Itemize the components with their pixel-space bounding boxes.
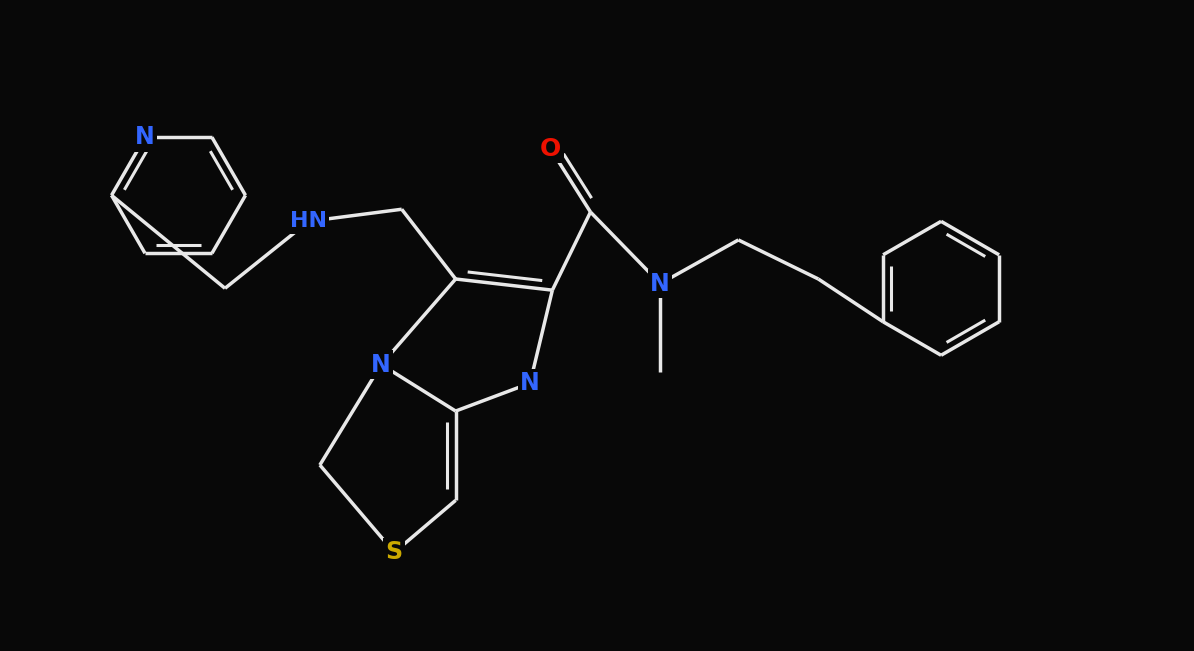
Text: S: S — [386, 540, 402, 564]
Text: O: O — [540, 137, 561, 161]
Text: N: N — [521, 371, 540, 395]
Text: N: N — [651, 271, 670, 296]
Text: N: N — [371, 353, 392, 376]
Text: HN: HN — [290, 212, 327, 231]
Text: N: N — [135, 125, 155, 149]
